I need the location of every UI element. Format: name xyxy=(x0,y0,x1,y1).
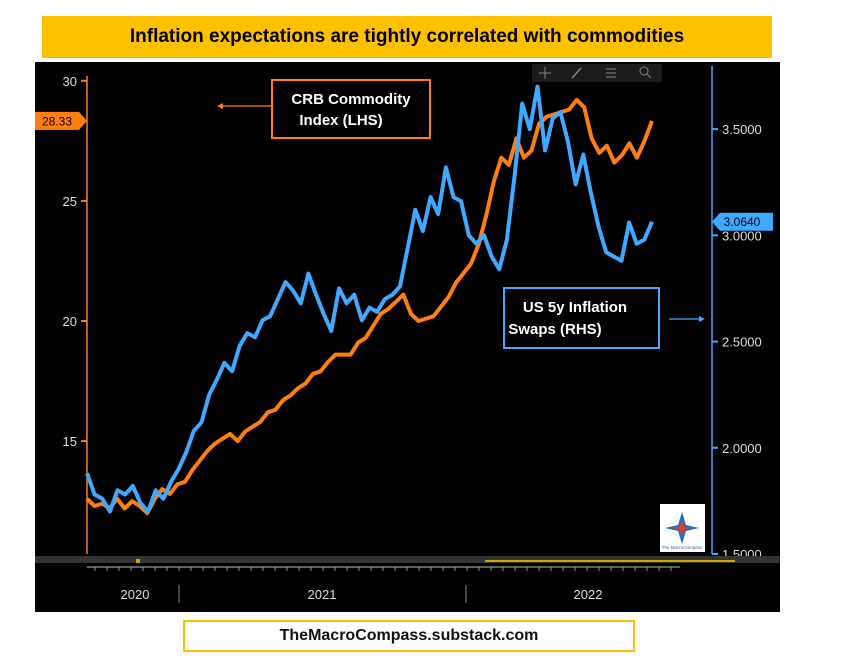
timeline-strip xyxy=(35,556,780,563)
right-tick-label: 3.0000 xyxy=(722,228,762,243)
zoom-icon[interactable] xyxy=(639,66,652,79)
x-axis-minor-ticks xyxy=(94,567,672,571)
right-tick-label: 3.5000 xyxy=(722,122,762,137)
swaps-annotation-line-2: Swaps (RHS) xyxy=(508,321,601,338)
left-tick-label: 30 xyxy=(63,74,77,89)
crb-annotation-line-2: Index (LHS) xyxy=(299,112,382,129)
right-current-value-badge: 3.0640 xyxy=(712,212,773,231)
macrocompass-logo-text: The MacroCompass xyxy=(662,545,703,550)
swaps-annotation-line-1: US 5y Inflation xyxy=(523,299,627,316)
x-label-2021: 2021 xyxy=(308,587,337,602)
x-label-2020: 2020 xyxy=(121,587,150,602)
pencil-icon[interactable] xyxy=(571,67,582,79)
crosshair-icon[interactable] xyxy=(539,67,551,79)
left-tick-label: 20 xyxy=(63,314,77,329)
macrocompass-logo: The MacroCompass xyxy=(660,504,705,552)
chart-toolbar xyxy=(532,64,662,82)
left-axis-ticks: 15 20 25 30 xyxy=(63,74,87,449)
list-icon[interactable] xyxy=(606,68,616,78)
left-tick-label: 15 xyxy=(63,434,77,449)
chart-title: Inflation expectations are tightly corre… xyxy=(42,16,772,58)
right-current-value: 3.0640 xyxy=(724,215,761,229)
left-current-value: 28.33 xyxy=(42,114,72,128)
chart-panel: 15 20 25 30 1.5000 2.0000 2.5000 3.0000 3.5000 … xyxy=(35,62,780,612)
swaps-annotation: US 5y Inflation Swaps (RHS) xyxy=(503,287,705,349)
crb-annotation: CRB Commodity Index (LHS) xyxy=(217,79,431,139)
left-tick-label: 25 xyxy=(63,194,77,209)
left-current-value-badge: 28.33 xyxy=(35,111,87,130)
swaps-series-line xyxy=(85,84,654,514)
right-tick-label: 2.0000 xyxy=(722,441,762,456)
right-tick-label: 2.5000 xyxy=(722,335,762,350)
footer-source: TheMacroCompass.substack.com xyxy=(183,620,635,652)
crb-annotation-line-1: CRB Commodity xyxy=(291,91,411,108)
x-label-2022: 2022 xyxy=(574,587,603,602)
